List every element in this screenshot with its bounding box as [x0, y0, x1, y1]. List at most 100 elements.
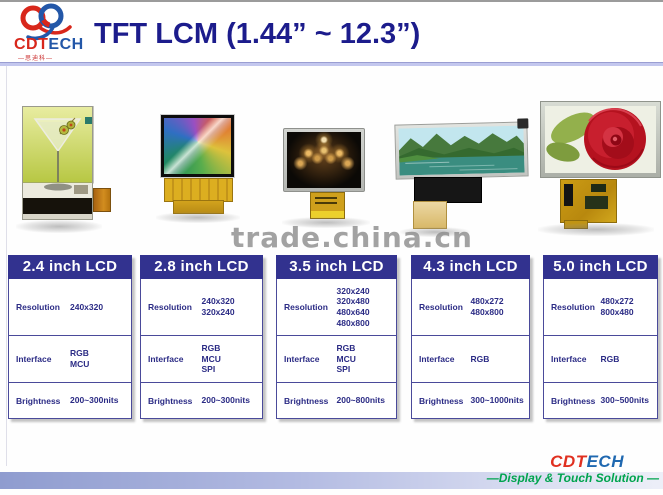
header: CDTECH —思迪科— TFT LCM (1.44” ~ 12.3”): [0, 2, 663, 63]
product-shadow: [282, 217, 370, 228]
fpc-connector: [414, 177, 482, 203]
spec-value: 240x320: [70, 301, 104, 312]
spec-label: Resolution: [284, 302, 328, 312]
rainbow-abstract-photo: [164, 118, 231, 174]
spec-row-resolution: Resolution 320x240 320x480 480x640 480x8…: [277, 279, 396, 336]
product-shadow: [16, 220, 102, 233]
martini-glass-photo: [21, 105, 94, 220]
spec-value: 300~1000nits: [470, 395, 524, 406]
fpc-tail: [173, 200, 224, 214]
logo-wordmark: CDTECH: [14, 36, 84, 53]
spec-row-interface: Interface RGB MCU SPI: [141, 336, 262, 383]
screen-corner-tab: [517, 118, 529, 129]
fpc-tail: [564, 220, 588, 229]
spec-row-resolution: Resolution 240x320 320x240: [141, 279, 262, 336]
pcb-chip: [591, 184, 606, 192]
spec-value: 240x320 320x240: [201, 296, 235, 317]
spec-row-interface: Interface RGB MCU: [9, 336, 131, 383]
spec-label: Brightness: [148, 395, 193, 406]
spec-label: Interface: [551, 354, 587, 364]
spec-row-brightness: Brightness 200~300nits: [9, 383, 131, 418]
spec-value: 200~800nits: [336, 395, 385, 406]
spec-value: 480x272 800x480: [600, 296, 634, 317]
card-body: Resolution 240x320 320x240 Interface RGB…: [140, 279, 263, 419]
card-title: 3.5 inch LCD: [276, 255, 397, 279]
spec-row-interface: Interface RGB: [544, 336, 657, 383]
spec-label: Brightness: [551, 395, 596, 406]
product-shadow: [156, 212, 240, 223]
spec-row-resolution: Resolution 480x272 480x800: [412, 279, 529, 336]
spec-value: 320x240 320x480 480x640 480x800: [336, 285, 370, 328]
pcb-chip: [585, 196, 608, 209]
spec-label: Interface: [419, 354, 455, 364]
red-rose-photo: [545, 106, 656, 173]
fpc-pcb: [560, 179, 617, 223]
spec-card-4-3-inch: 4.3 inch LCD Resolution 480x272 480x800 …: [411, 255, 530, 419]
cdtech-rings-icon: [20, 3, 72, 41]
card-body: Resolution 320x240 320x480 480x640 480x8…: [276, 279, 397, 419]
fpc-connector: [310, 192, 345, 219]
card-title: 5.0 inch LCD: [543, 255, 658, 279]
product-photo-4-3-inch: [394, 118, 529, 180]
card-title: 2.4 inch LCD: [8, 255, 132, 279]
logo-chinese-subtext: —思迪科—: [18, 56, 54, 62]
spec-row-interface: Interface RGB: [412, 336, 529, 383]
spec-row-brightness: Brightness 300~500nits: [544, 383, 657, 418]
spec-label: Resolution: [551, 302, 595, 312]
header-divider: [0, 62, 663, 66]
spec-label: Resolution: [16, 302, 60, 312]
card-title: 2.8 inch LCD: [140, 255, 263, 279]
spec-card-2-4-inch: 2.4 inch LCD Resolution 240x320 Interfac…: [8, 255, 132, 419]
spec-row-brightness: Brightness 200~300nits: [141, 383, 262, 418]
chandelier-photo: [287, 132, 361, 188]
spec-label: Resolution: [148, 302, 192, 312]
pcb-chip: [564, 184, 573, 206]
spec-label: Brightness: [16, 395, 61, 406]
spec-row-brightness: Brightness 200~800nits: [277, 383, 396, 418]
product-photo-2-8-inch: [160, 114, 235, 178]
product-photo-5-0-inch: [540, 101, 661, 178]
spec-label: Interface: [16, 354, 52, 364]
spec-value: RGB MCU: [70, 348, 90, 369]
card-body: Resolution 480x272 800x480 Interface RGB…: [543, 279, 658, 419]
spec-value: 200~300nits: [201, 395, 250, 406]
product-photo-2-4-inch: [21, 105, 94, 225]
product-photo-3-5-inch: [283, 128, 365, 192]
footer-band: [0, 472, 663, 489]
spec-row-resolution: Resolution 480x272 800x480: [544, 279, 657, 336]
spec-row-brightness: Brightness 300~1000nits: [412, 383, 529, 418]
spec-label: Brightness: [284, 395, 329, 406]
spec-card-2-8-inch: 2.8 inch LCD Resolution 240x320 320x240 …: [140, 255, 263, 419]
card-title: 4.3 inch LCD: [411, 255, 530, 279]
spec-value: RGB MCU SPI: [336, 343, 356, 375]
spec-card-3-5-inch: 3.5 inch LCD Resolution 320x240 320x480 …: [276, 255, 397, 419]
spec-card-5-0-inch: 5.0 inch LCD Resolution 480x272 800x480 …: [543, 255, 658, 419]
spec-value: 300~500nits: [600, 395, 649, 406]
fpc-connector-tab: [93, 188, 111, 212]
spec-row-resolution: Resolution 240x320: [9, 279, 131, 336]
spec-row-interface: Interface RGB MCU SPI: [277, 336, 396, 383]
cdtech-logo: CDTECH —思迪科—: [8, 3, 92, 62]
fpc-tail: [413, 201, 447, 229]
product-shadow: [400, 227, 470, 237]
product-shadow: [538, 223, 654, 236]
spec-label: Interface: [284, 354, 320, 364]
slide-left-edge: [6, 66, 7, 466]
card-body: Resolution 480x272 480x800 Interface RGB…: [411, 279, 530, 419]
page-title: TFT LCM (1.44” ~ 12.3”): [94, 18, 421, 50]
spec-value: 200~300nits: [70, 395, 119, 406]
spec-value: RGB MCU SPI: [201, 343, 221, 375]
spec-value: 480x272 480x800: [470, 296, 504, 317]
footer-tagline: —Display & Touch Solution —: [486, 471, 659, 485]
spec-label: Brightness: [419, 395, 464, 406]
mountain-lake-photo: [398, 125, 525, 176]
spec-value: RGB: [470, 353, 490, 364]
spec-label: Resolution: [419, 302, 463, 312]
fpc-connector: [164, 178, 233, 202]
spec-label: Interface: [148, 354, 184, 364]
footer-cdtech-logo: CDTECH: [550, 452, 624, 471]
card-body: Resolution 240x320 Interface RGB MCU Bri…: [8, 279, 132, 419]
spec-value: RGB: [600, 353, 620, 364]
watermark: trade.china.cn: [231, 221, 473, 254]
